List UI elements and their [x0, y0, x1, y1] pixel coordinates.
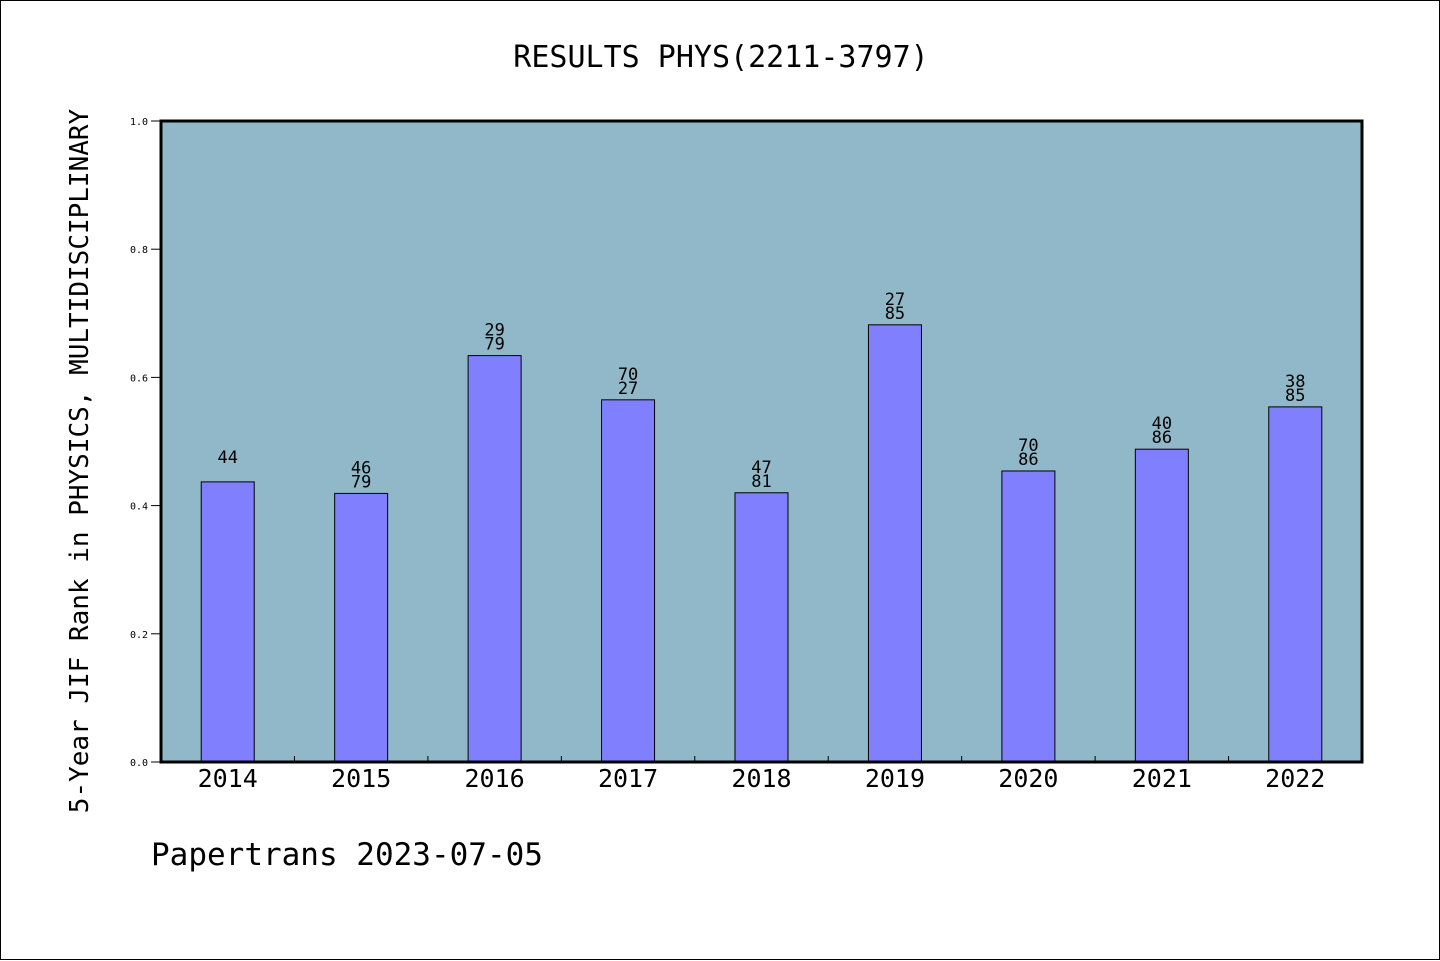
bar-data-label: 40: [1152, 414, 1172, 434]
bar-data-label: 27: [618, 379, 638, 399]
bar-data-label: 70: [1018, 436, 1038, 456]
x-tick-label: 2014: [198, 764, 258, 793]
y-tick-label: 0.8: [130, 245, 148, 256]
x-tick-label: 2021: [1132, 764, 1192, 793]
bar-2015: [334, 492, 389, 763]
bar-2014: [200, 481, 255, 763]
y-tick-label: 0.6: [130, 373, 148, 384]
x-axis: 2014 2015 2016 2017 2018 2019 2020 2021 2022: [198, 756, 1325, 793]
x-tick-label: 2017: [598, 764, 658, 793]
x-tick-label: 2018: [731, 764, 791, 793]
x-tick-label: 2019: [865, 764, 925, 793]
bar-data-label: 27: [885, 290, 905, 310]
x-tick-label: 2016: [465, 764, 525, 793]
bar-data-label: 85: [885, 304, 905, 324]
y-tick-label: 0.2: [130, 630, 148, 641]
bar-data-label: 47: [751, 458, 771, 478]
bar-data-label: 46: [351, 458, 371, 478]
y-tick-label: 1.0: [130, 117, 148, 128]
bar-data-label: 81: [751, 472, 771, 492]
bar-data-label: 38: [1285, 372, 1305, 392]
bar-data-label: 86: [1152, 428, 1172, 448]
bar-2017: [601, 399, 656, 763]
bar-series: [200, 324, 1323, 763]
y-axis-label: 5-Year JIF Rank in PHYSICS, MULTIDISCIPL…: [65, 108, 95, 813]
bar-data-label: 79: [484, 335, 504, 355]
y-tick-label: 0.0: [130, 758, 148, 769]
bar-data-label: 44: [217, 448, 237, 468]
y-tick-label: 0.4: [130, 502, 148, 513]
bar-2018: [734, 492, 789, 763]
x-tick-label: 2022: [1265, 764, 1325, 793]
bar-2019: [867, 324, 922, 763]
chart-title: RESULTS PHYS(2211-3797): [513, 40, 928, 75]
bar-data-label: 29: [484, 321, 504, 341]
bar-2016: [467, 355, 522, 763]
x-tick-label: 2015: [331, 764, 391, 793]
bar-2021: [1134, 448, 1189, 763]
bar-data-label: 85: [1285, 386, 1305, 406]
bar-2020: [1001, 470, 1056, 763]
x-tick-label: 2020: [998, 764, 1058, 793]
bar-data-label: 86: [1018, 450, 1038, 470]
bar-data-label: 70: [618, 365, 638, 385]
bar-2022: [1268, 406, 1323, 763]
plot-border: [159, 119, 1364, 764]
y-axis: 0.0 0.2 0.4 0.6 0.8 1.0: [130, 117, 161, 769]
bar-data-label: 79: [351, 472, 371, 492]
footer-text: Papertrans 2023-07-05: [151, 837, 543, 873]
